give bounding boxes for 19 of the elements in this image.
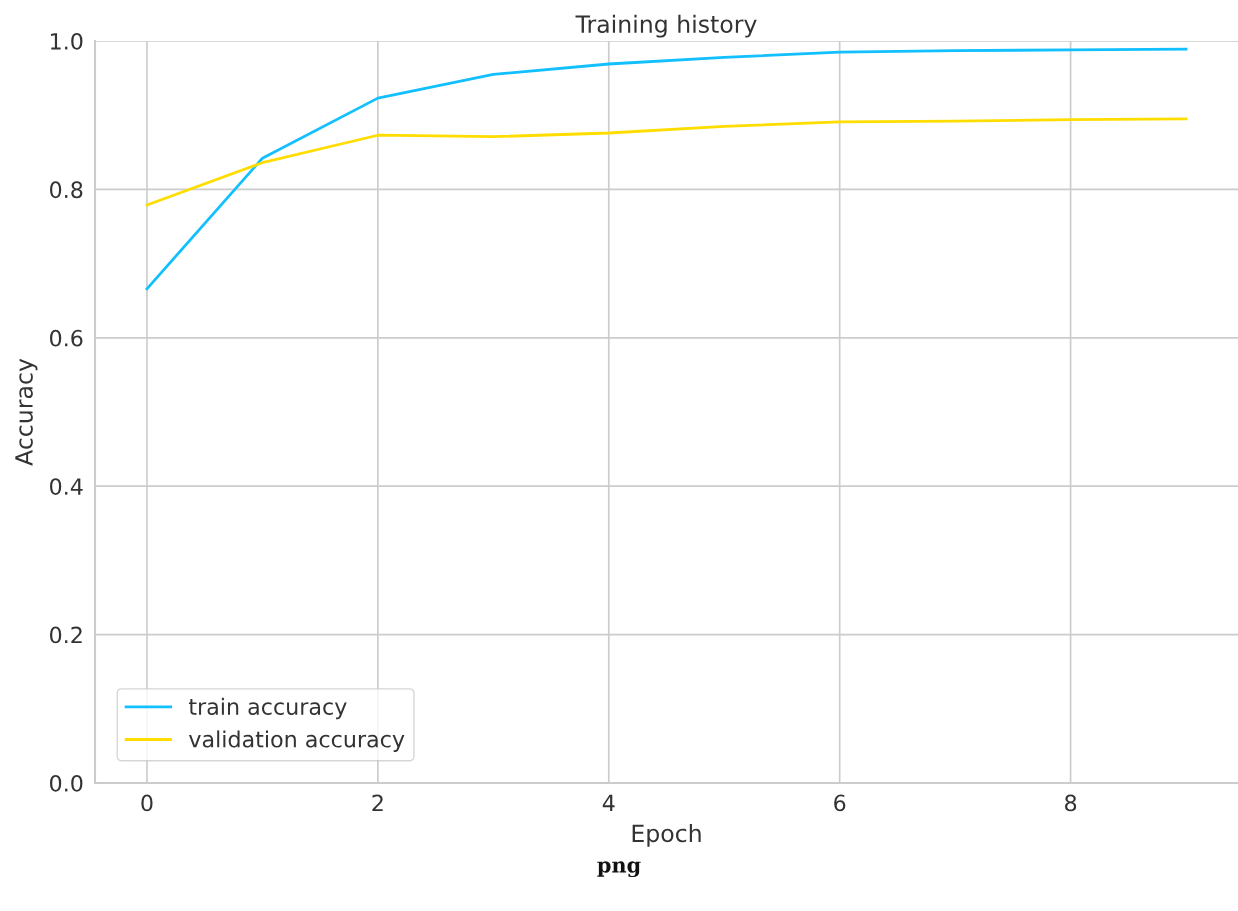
text: png <box>597 861 641 878</box>
x-tick-label: 0 <box>141 794 153 812</box>
y-tick-label: 1.0 <box>50 32 83 50</box>
y-tick-label: 0.0 <box>50 774 83 792</box>
x-tick-label: 8 <box>1065 794 1077 812</box>
x-tick-label: 2 <box>372 794 383 811</box>
line-series <box>145 47 1188 291</box>
x-tick-label: 6 <box>834 794 846 812</box>
chart-title: Training history <box>575 14 757 38</box>
y-tick-label: 0.4 <box>50 478 83 495</box>
y-tick-label: 0.2 <box>50 626 82 644</box>
x-axis-title: Epoch <box>632 823 701 847</box>
line-series <box>145 117 1188 207</box>
legend-label: validation accuracy <box>189 730 405 752</box>
y-axis-title: Accuracy <box>15 358 38 466</box>
y-tick-label: 0.6 <box>50 329 83 347</box>
y-tick-label: 0.8 <box>50 181 83 199</box>
legend-label: train accuracy <box>188 697 347 720</box>
x-tick-label: 4 <box>602 794 615 811</box>
